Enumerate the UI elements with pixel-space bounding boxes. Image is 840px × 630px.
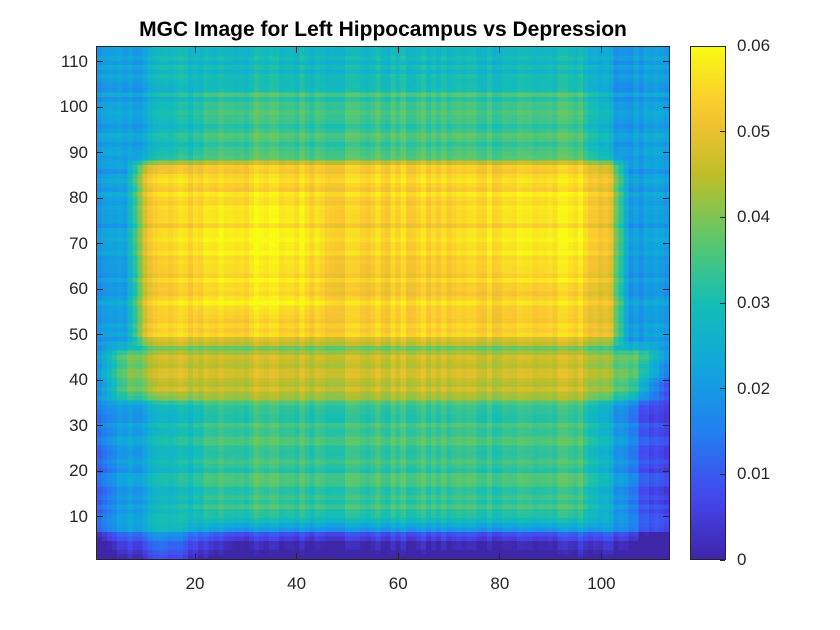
x-tick-mark [194, 47, 196, 53]
y-tick-label: 80 [69, 188, 88, 208]
y-tick-label: 50 [69, 324, 88, 344]
colorbar-tick-mark [720, 388, 725, 390]
colorbar-tick-label: 0.05 [737, 121, 771, 141]
y-tick-mark [97, 106, 103, 108]
colorbar-tick-mark [720, 473, 725, 475]
heatmap-image [97, 47, 669, 559]
x-tick-mark [296, 553, 298, 559]
y-tick-label: 90 [69, 142, 88, 162]
y-tick-mark [97, 516, 103, 518]
y-tick-mark [663, 425, 669, 427]
y-tick-mark [97, 197, 103, 199]
y-tick-mark [97, 334, 103, 336]
x-tick-label: 40 [287, 574, 307, 593]
x-tick-mark [499, 47, 501, 53]
y-tick-label: 30 [69, 415, 88, 435]
chart-title: MGC Image for Left Hippocampus vs Depres… [139, 18, 627, 41]
colorbar-tick-mark [720, 302, 725, 304]
colorbar-gradient [691, 47, 725, 559]
x-tick-mark [600, 553, 602, 559]
x-tick-mark [600, 47, 602, 53]
colorbar-tick-label: 0 [737, 550, 747, 569]
x-tick-label: 100 [587, 574, 616, 593]
y-tick-mark [663, 61, 669, 63]
colorbar-tick-label: 0.04 [737, 207, 771, 227]
y-tick-mark [97, 152, 103, 154]
x-tick-mark [397, 553, 399, 559]
y-tick-label: 60 [69, 279, 88, 299]
y-tick-mark [97, 379, 103, 381]
y-tick-mark [97, 470, 103, 472]
colorbar-tick-mark [720, 45, 725, 47]
x-tick-label: 80 [490, 574, 510, 593]
x-tick-mark [296, 47, 298, 53]
y-tick-mark [663, 152, 669, 154]
y-tick-mark [97, 61, 103, 63]
colorbar [690, 46, 726, 560]
y-tick-mark [97, 425, 103, 427]
colorbar-tick-mark [720, 131, 725, 133]
colorbar-tick-label: 0.03 [737, 293, 771, 312]
x-tick-label: 60 [388, 574, 408, 593]
x-tick-mark [194, 553, 196, 559]
colorbar-tick-mark [720, 559, 725, 561]
y-tick-label: 110 [60, 51, 88, 71]
y-tick-mark [663, 288, 669, 290]
y-tick-mark [663, 334, 669, 336]
y-tick-mark [663, 106, 669, 108]
x-tick-label: 20 [185, 574, 205, 593]
colorbar-tick-label: 0.01 [737, 464, 771, 484]
y-tick-mark [663, 516, 669, 518]
y-tick-label: 70 [69, 233, 88, 253]
y-tick-label: 20 [69, 461, 88, 481]
x-tick-mark [397, 47, 399, 53]
y-tick-mark [663, 470, 669, 472]
y-tick-label: 100 [59, 97, 88, 117]
y-tick-label: 40 [69, 370, 88, 390]
y-tick-label: 10 [69, 506, 88, 526]
plot-area [96, 46, 670, 560]
y-tick-mark [663, 243, 669, 245]
colorbar-tick-label: 0.02 [737, 378, 771, 398]
y-tick-mark [663, 379, 669, 381]
x-tick-mark [499, 553, 501, 559]
colorbar-tick-mark [720, 216, 725, 218]
colorbar-tick-label: 0.06 [737, 36, 771, 55]
y-tick-mark [97, 243, 103, 245]
y-tick-mark [97, 288, 103, 290]
y-tick-mark [663, 197, 669, 199]
